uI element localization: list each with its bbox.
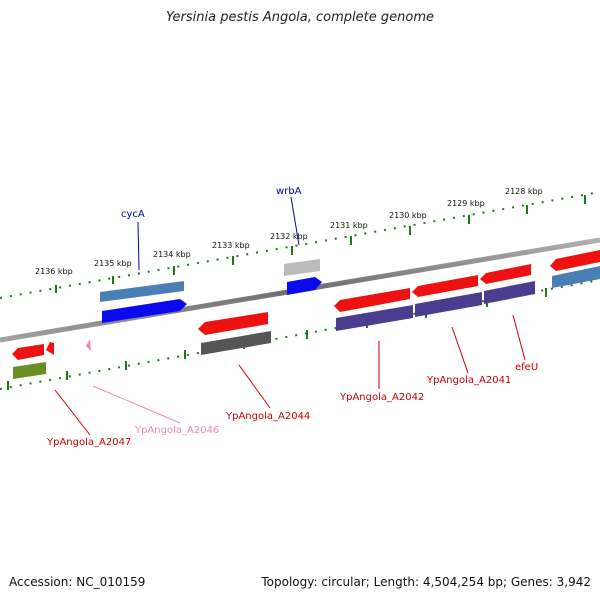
feature-red-a2047-small	[46, 342, 54, 355]
map-title: Yersinia pestis Angola, complete genome	[166, 10, 434, 25]
feature-red-edge	[550, 250, 600, 271]
gene-label-cycA: cycA	[121, 209, 145, 220]
feature-red-a2047	[12, 344, 44, 360]
feature-pink-a2046	[86, 339, 91, 351]
outer-tick-ring	[0, 191, 600, 299]
accession-text: Accession: NC_010159	[9, 575, 146, 589]
feature-purple-a2042	[336, 305, 413, 331]
tick-label-2133: 2133 kbp	[212, 241, 250, 250]
gene-label-efeU: efeU	[515, 362, 538, 373]
gene-label-a2041: YpAngola_A2041	[426, 375, 511, 386]
tick-label-2131: 2131 kbp	[330, 221, 368, 230]
gene-label-a2047: YpAngola_A2047	[46, 437, 131, 448]
gene-label-a2042: YpAngola_A2042	[339, 392, 424, 403]
feature-cycA	[102, 299, 187, 323]
inner-tick-ring	[0, 279, 600, 390]
feature-olive-a2047	[13, 362, 46, 379]
feature-purple-a2041	[415, 292, 482, 317]
tick-label-2129: 2129 kbp	[447, 199, 485, 208]
tick-label-2132: 2132 kbp	[270, 232, 308, 241]
tick-label-2128: 2128 kbp	[505, 187, 543, 196]
feature-lightgray-wrbA-region	[284, 259, 320, 276]
tick-label-2134: 2134 kbp	[153, 250, 191, 259]
feature-red-a2044	[198, 312, 268, 335]
gene-labels: cycA wrbA YpAngola_A2047 YpAngola_A2046 …	[46, 186, 538, 448]
feature-wrbA	[287, 277, 322, 295]
gene-label-wrbA: wrbA	[276, 186, 302, 197]
feature-steel-cycA-region	[100, 281, 184, 302]
feature-red-a2042	[334, 288, 410, 312]
reverse-strand-features	[12, 281, 535, 379]
feature-gray-a2044	[201, 331, 271, 355]
outer-major-ticks	[55, 195, 586, 293]
gene-label-a2044: YpAngola_A2044	[225, 411, 310, 422]
feature-red-a2041	[412, 275, 478, 297]
forward-strand-features	[100, 250, 600, 323]
feature-red-efeU	[480, 264, 531, 284]
tick-labels: 2128 kbp 2129 kbp 2130 kbp 2131 kbp 2132…	[35, 187, 543, 276]
leader-lines	[54, 196, 526, 436]
feature-steel-edge	[552, 266, 600, 288]
tick-label-2136: 2136 kbp	[35, 267, 73, 276]
genome-summary-text: Topology: circular; Length: 4,504,254 bp…	[261, 575, 591, 589]
tick-label-2130: 2130 kbp	[389, 211, 427, 220]
gene-label-a2046: YpAngola_A2046	[134, 425, 219, 436]
tick-label-2135: 2135 kbp	[94, 259, 132, 268]
feature-purple-efeU	[484, 281, 535, 304]
